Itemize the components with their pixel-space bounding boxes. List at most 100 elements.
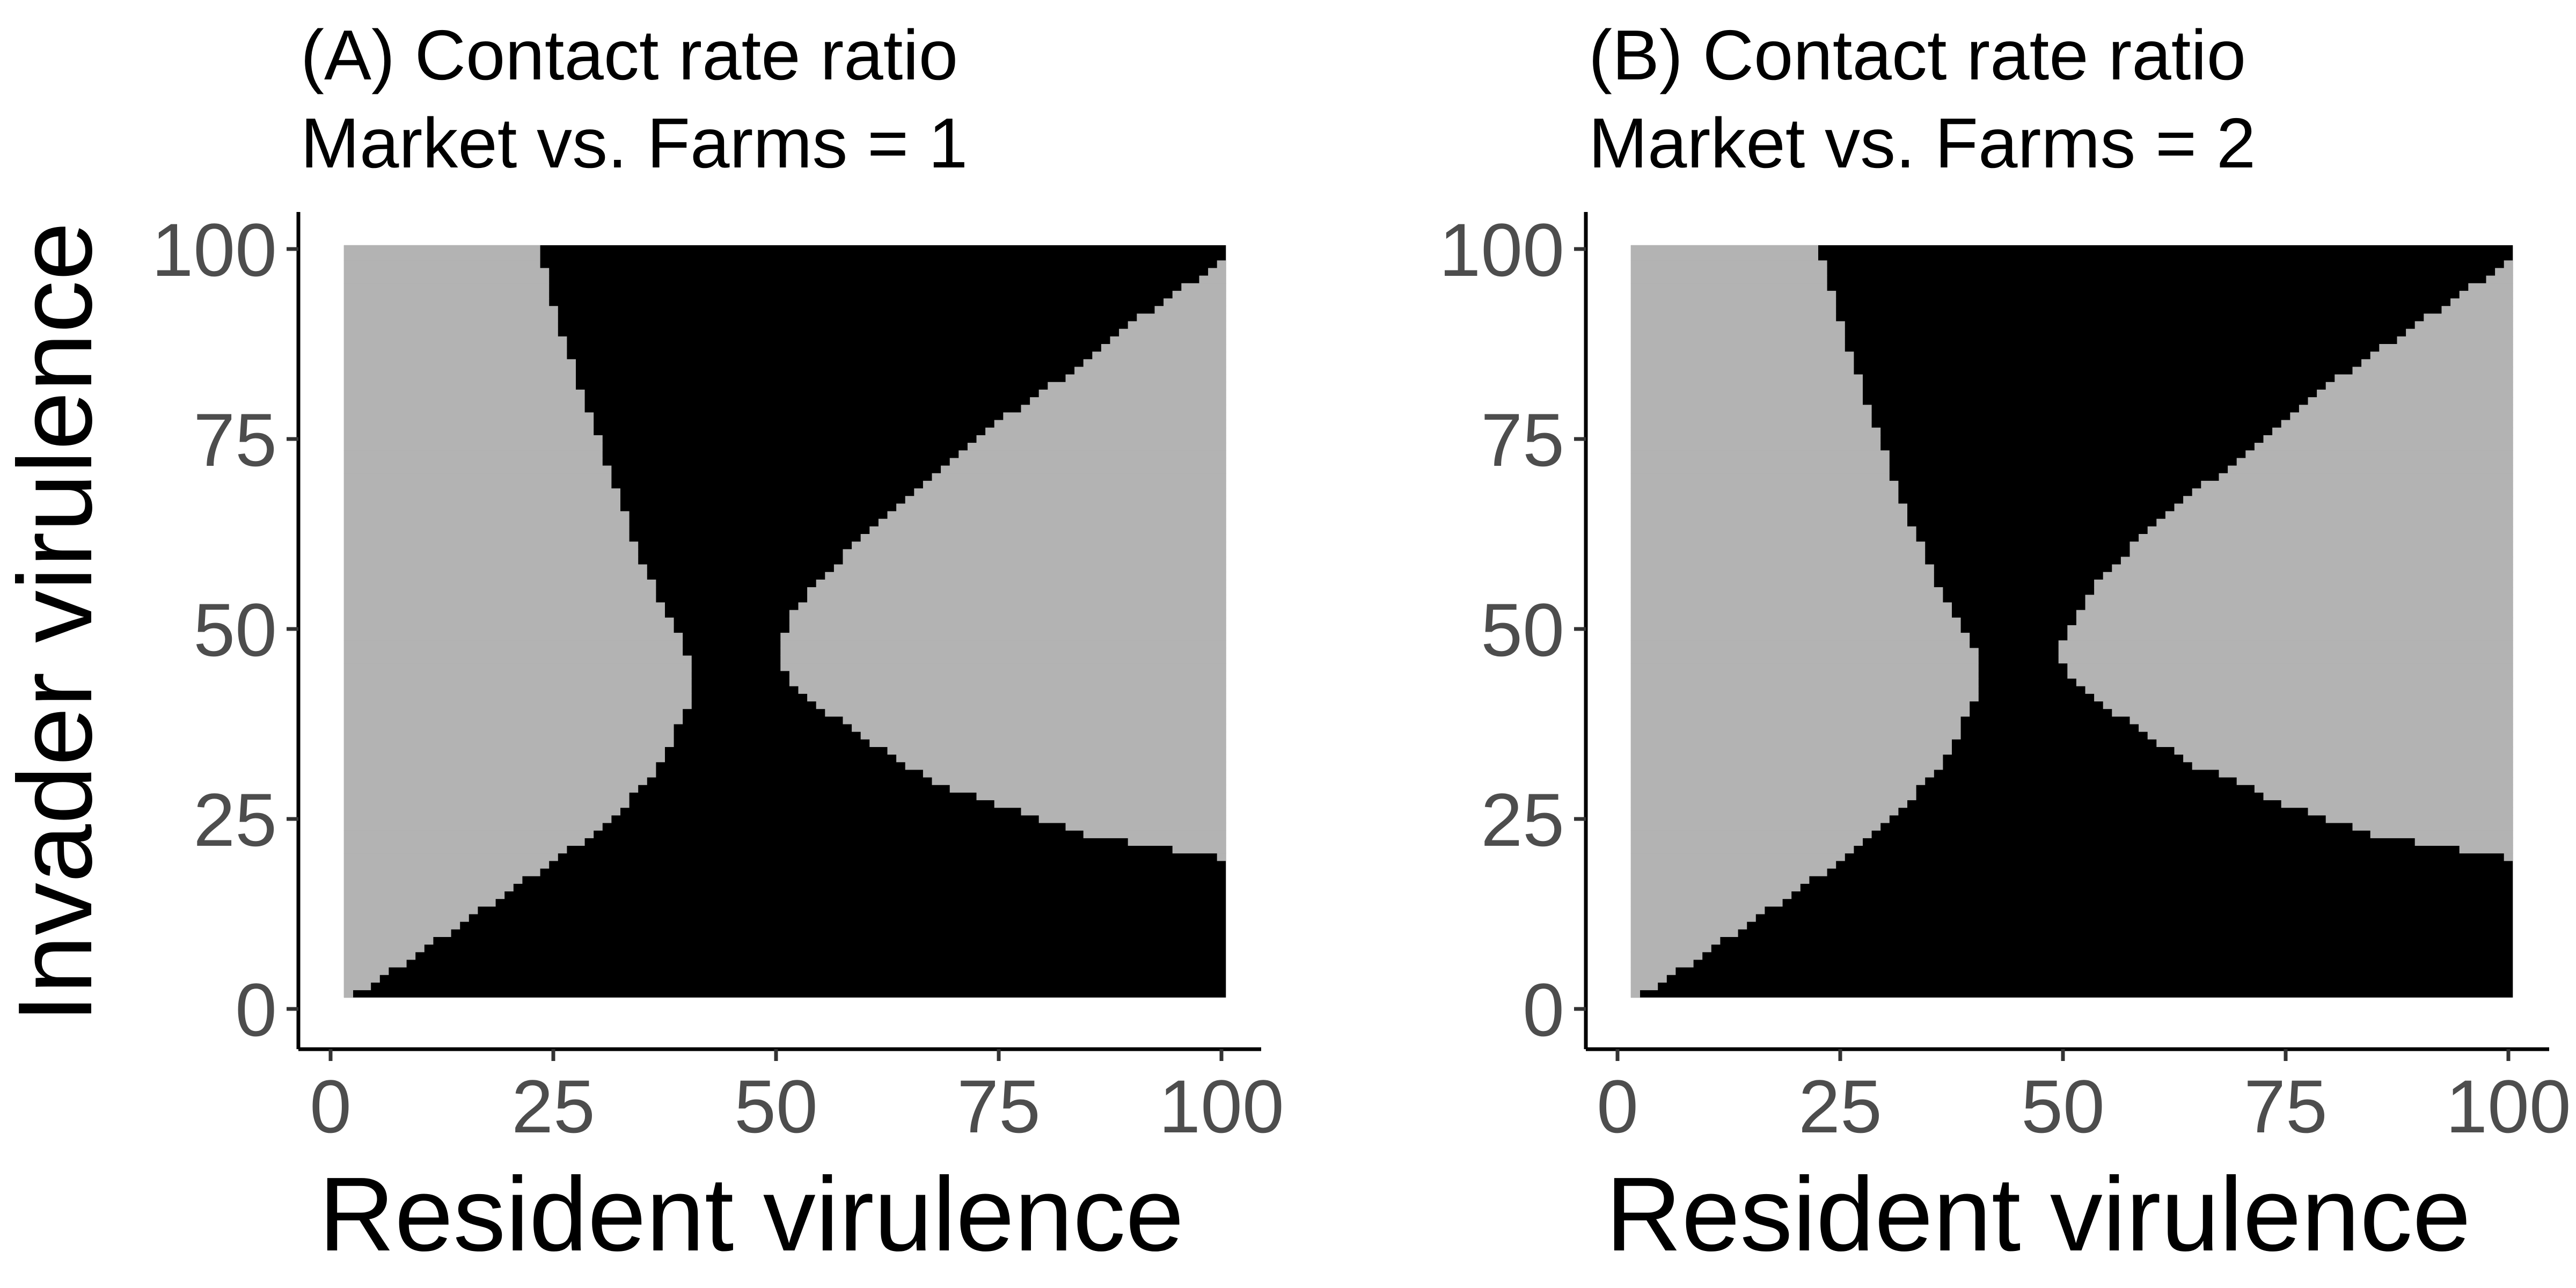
panel-a-light-cell-run-left xyxy=(343,777,647,785)
panel-b-light-cell-run-left xyxy=(1630,549,1926,557)
panel-b-light-cell-run-right xyxy=(2308,807,2513,816)
panel-b-light-cell-run-left xyxy=(1630,503,1907,512)
panel-a-light-cell-run-left xyxy=(343,488,620,496)
panel-b-light-cell-run-left xyxy=(1630,800,1907,808)
panel-b-light-cell-run-right xyxy=(2245,450,2513,458)
panel-b-light-cell-run-left xyxy=(1630,602,1952,611)
panel-a-light-cell-run-right xyxy=(1154,306,1226,314)
panel-a-light-cell-run-right xyxy=(1199,275,1226,284)
panel-b-light-cell-run-right xyxy=(2112,564,2513,573)
panel-b-light-cell-run-right xyxy=(2094,693,2513,702)
panel-b-light-cell-run-right xyxy=(2219,473,2513,481)
panel-b-light-cell-run-left xyxy=(1630,260,1827,268)
panel-b-light-cell-run-right xyxy=(2414,838,2513,846)
panel-b-light-cell-run-right xyxy=(2459,290,2513,299)
panel-b-light-cell-run-left xyxy=(1630,990,1640,998)
panel-b-light-cell-run-left xyxy=(1630,929,1738,937)
panel-a-light-cell-run-left xyxy=(343,724,674,732)
panel-a-light-cell-run-right xyxy=(1208,268,1226,276)
panel-b-light-cell-run-left xyxy=(1630,830,1872,838)
panel-b-light-cell-run-left xyxy=(1630,845,1854,854)
panel-b-light-cell-run-left xyxy=(1630,374,1863,383)
panel-a-light-cell-run-right xyxy=(807,595,1226,603)
panel-a-light-cell-run-right xyxy=(1101,344,1226,352)
panel-a-light-cell-run-left xyxy=(343,503,620,512)
panel-b-light-cell-run-right xyxy=(2067,670,2513,679)
panel-a-light-cell-run-left xyxy=(343,564,647,573)
panel-b-light-cell-run-right xyxy=(2441,306,2513,314)
panel-b-light-cell-run-left xyxy=(1630,906,1765,914)
panel-a-light-cell-run-left xyxy=(343,830,594,838)
panel-a-light-cell-run-left xyxy=(343,792,630,801)
panel-a-light-cell-run-right xyxy=(1137,313,1226,322)
panel-a-light-cell-run-left xyxy=(343,534,630,542)
panel-a-light-cell-run-right xyxy=(932,777,1226,785)
panel-a-light-cell-run-left xyxy=(343,465,612,474)
panel-b-light-cell-run-left xyxy=(1630,367,1854,375)
panel-a-light-cell-run-left xyxy=(343,617,674,626)
panel-a-light-cell-run-left xyxy=(343,496,620,504)
panel-b-light-cell-run-right xyxy=(2370,352,2513,360)
panel-b-light-cell-run-left xyxy=(1630,762,1943,770)
panel-a-heatmap xyxy=(343,245,1226,998)
panel-b: (B) Contact rate ratio Market vs. Farms … xyxy=(1439,16,2571,1273)
panel-b-light-cell-run-left xyxy=(1630,959,1694,968)
panel-b-light-cell-run-left xyxy=(1630,564,1934,573)
panel-a-light-cell-run-right xyxy=(976,435,1226,443)
panel-b-light-cell-run-left xyxy=(1630,982,1658,991)
panel-b-light-cell-run-left xyxy=(1630,975,1667,983)
panel-b-light-cell-run-left xyxy=(1630,412,1872,421)
panel-b-light-cell-run-left xyxy=(1630,541,1926,550)
panel-a-y-tick-label: 50 xyxy=(193,588,277,672)
panel-b-light-cell-run-right xyxy=(2067,625,2513,633)
panel-b-light-cell-run-left xyxy=(1630,321,1845,330)
panel-a-light-cell-run-left xyxy=(343,747,665,755)
panel-a-light-cell-run-right xyxy=(905,496,1226,504)
panel-a-light-cell-run-right xyxy=(1217,260,1226,268)
panel-b-light-cell-run-right xyxy=(2325,815,2513,823)
panel-a-light-cell-run-left xyxy=(343,876,523,884)
panel-a-light-cell-run-left xyxy=(343,800,630,808)
panel-b-light-cell-run-left xyxy=(1630,306,1836,314)
panel-b-light-cell-run-right xyxy=(2361,359,2513,367)
panel-b-light-cell-run-left xyxy=(1630,792,1916,801)
panel-b-light-cell-run-left xyxy=(1630,701,1970,709)
panel-b-light-cell-run-left xyxy=(1630,655,1979,664)
panel-b-light-cell-run-left xyxy=(1630,625,1961,633)
panel-a-light-cell-run-right xyxy=(1003,412,1226,421)
panel-b-light-cell-run-left xyxy=(1630,435,1881,443)
panel-a-light-cell-run-left xyxy=(343,701,692,709)
panel-a-light-cell-run-left xyxy=(343,823,603,831)
panel-a-light-cell-run-left xyxy=(343,344,567,352)
panel-a-light-cell-run-left xyxy=(343,420,594,428)
panel-b-light-cell-run-left xyxy=(1630,359,1854,367)
panel-a-light-cell-run-left xyxy=(343,944,425,953)
panel-a-light-cell-run-right xyxy=(869,739,1226,747)
panel-a-light-cell-run-right xyxy=(994,800,1226,808)
panel-b-light-cell-run-right xyxy=(2183,754,2513,763)
panel-a-light-cell-run-left xyxy=(343,253,540,261)
panel-a-y-tick-label: 100 xyxy=(151,208,277,292)
panel-b-light-cell-run-right xyxy=(2165,511,2513,519)
panel-b-light-cell-run-right xyxy=(2129,549,2513,557)
panel-a-light-cell-run-right xyxy=(789,610,1226,618)
panel-a-light-cell-run-left xyxy=(343,670,692,679)
panel-b-light-cell-run-left xyxy=(1630,663,1979,671)
panel-b-light-cell-run-left xyxy=(1630,815,1890,823)
panel-a-light-cell-run-left xyxy=(343,686,692,694)
panel-a-light-cell-run-left xyxy=(343,374,576,383)
panel-b-light-cell-run-right xyxy=(2228,465,2513,474)
panel-a-light-cell-run-left xyxy=(343,275,550,284)
panel-a-light-cell-run-right xyxy=(941,465,1226,474)
panel-b-light-cell-run-right xyxy=(2379,344,2513,352)
panel-b-light-cell-run-right xyxy=(2067,633,2513,641)
panel-a-light-cell-run-right xyxy=(869,526,1226,535)
panel-a-light-cell-run-left xyxy=(343,663,692,671)
panel-a-light-cell-run-left xyxy=(343,952,416,960)
panel-a-y-axis-title: Invader virulence xyxy=(0,222,114,1023)
panel-a-light-cell-run-left xyxy=(343,480,612,489)
panel-b-light-cell-run-left xyxy=(1630,534,1916,542)
panel-b-light-cell-run-left xyxy=(1630,480,1899,489)
panel-b-light-cell-run-left xyxy=(1630,465,1890,474)
panel-a-light-cell-run-right xyxy=(843,549,1226,557)
